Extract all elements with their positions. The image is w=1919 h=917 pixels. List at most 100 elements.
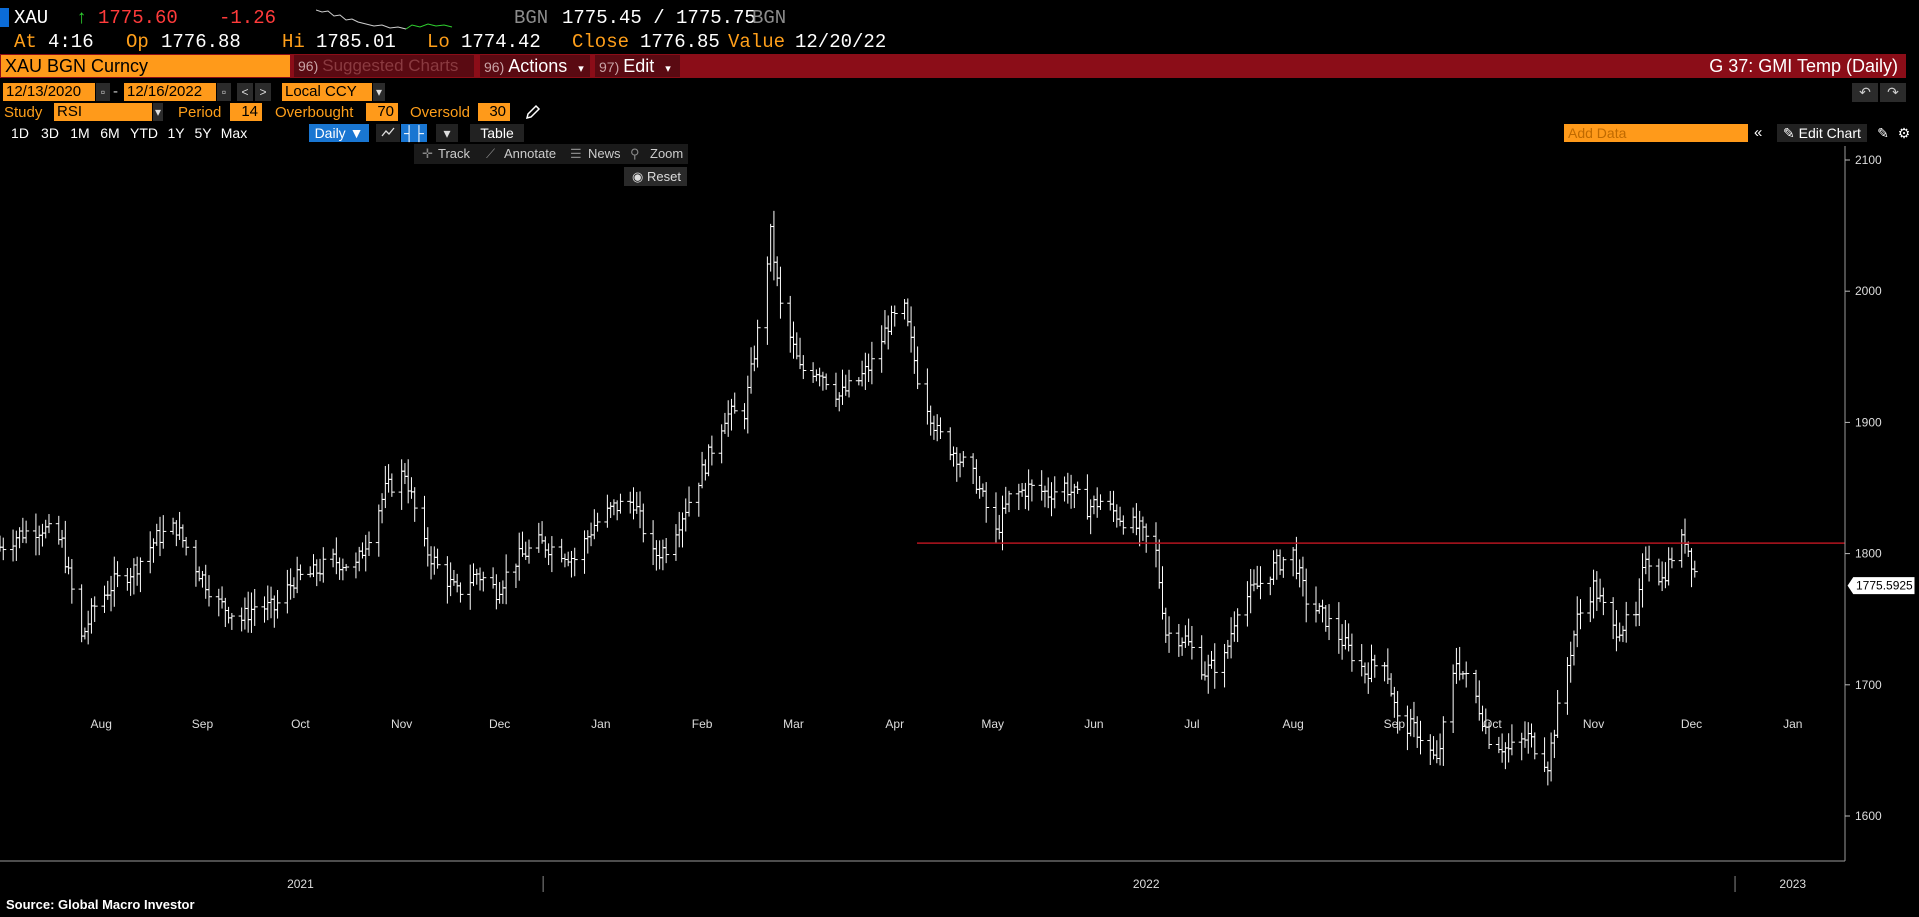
range-button-5y[interactable]: 5Y (194, 125, 212, 141)
news-button[interactable]: News (588, 146, 621, 161)
ohlc-bar (1061, 476, 1068, 502)
pencil-icon[interactable] (524, 103, 542, 121)
ohlc-bar (1616, 622, 1623, 642)
range-button-1m[interactable]: 1M (70, 125, 90, 141)
ohlc-bar (542, 536, 549, 558)
next-period-icon[interactable]: > (255, 83, 271, 101)
ohlc-bar (1228, 617, 1235, 659)
range-button-6m[interactable]: 6M (100, 125, 120, 141)
chevron-down-icon[interactable]: ▾ (373, 83, 385, 101)
annotate-button[interactable]: Annotate (504, 146, 557, 161)
ohlc-bar (1495, 736, 1502, 754)
undo-icon[interactable]: ↶ (1852, 83, 1878, 102)
ohlc-bar (134, 556, 141, 586)
start-date-field[interactable]: 12/13/2020 (3, 83, 95, 101)
edit-menu-button[interactable]: 97) Edit ▾ (595, 55, 680, 77)
period-field[interactable]: 14 (230, 103, 262, 121)
ohlc-bar (32, 513, 39, 556)
bar-chart-icon[interactable]: ┤├ (401, 124, 427, 142)
close-value: 1776.85 (640, 31, 720, 53)
ohlc-bar (1554, 690, 1561, 738)
ohlc-bar (1025, 469, 1032, 511)
ohlc-bar (88, 598, 95, 634)
reset-button[interactable]: ◉ Reset (624, 167, 687, 186)
edit-chart-button[interactable]: ✎ Edit Chart (1777, 124, 1867, 142)
ohlc-bar (1410, 701, 1417, 738)
currency-select[interactable]: Local CCY (282, 83, 372, 101)
last-price-label: 1775.5925 (1856, 579, 1913, 593)
ohlc-bar (584, 530, 591, 554)
chevron-down-icon[interactable]: ▾ (153, 103, 163, 121)
ohlc-bar (127, 567, 134, 596)
add-data-input[interactable]: Add Data (1564, 124, 1748, 142)
x-tick-label: May (981, 717, 1004, 731)
ohlc-bar (0, 535, 3, 552)
ohlc-bar (842, 374, 849, 396)
ohlc-bar (996, 514, 1003, 540)
gear-icon[interactable]: ⚙ (1897, 125, 1911, 141)
draw-tool-icon[interactable]: ✎ (1877, 125, 1889, 141)
zoom-button[interactable]: Zoom (650, 146, 684, 161)
overbought-field[interactable]: 70 (366, 103, 398, 121)
ohlc-bar (787, 295, 794, 353)
oversold-field[interactable]: 30 (478, 103, 510, 121)
calendar-icon[interactable]: ▫ (96, 83, 110, 101)
ohlc-bar (467, 564, 474, 610)
ohlc-bar (428, 546, 435, 580)
high-label: Hi (282, 31, 305, 53)
range-button-ytd[interactable]: YTD (130, 125, 158, 141)
calendar-icon[interactable]: ▫ (217, 83, 231, 101)
range-toolbar: 1D 3D 1M 6M YTD 1Y 5Y Max Daily ▼ ┤├ ▾ Table Ad… (0, 123, 1919, 143)
x-tick-label: Jun (1084, 717, 1103, 731)
frequency-select[interactable]: Daily ▼ (309, 124, 369, 142)
ohlc-bar (1084, 474, 1091, 520)
ohlc-bar (1414, 716, 1421, 748)
ohlc-bar (744, 375, 751, 434)
range-button-1d[interactable]: 1D (11, 125, 29, 141)
study-select[interactable]: RSI (54, 103, 152, 121)
table-button[interactable]: Table (470, 124, 524, 142)
ohlc-bar (725, 400, 732, 437)
range-button-max[interactable]: Max (220, 125, 248, 141)
ohlc-bar (1270, 550, 1277, 585)
ohlc-bar (493, 574, 500, 610)
price-chart[interactable]: 1600 1700 1800 1900 2000 2100 Aug Sep Oct Nov Dec J… (0, 144, 1919, 896)
ohlc-bar (1681, 518, 1688, 554)
ohlc-bar (1182, 625, 1189, 648)
x-tick-label: Nov (1583, 717, 1604, 731)
ohlc-bar (548, 536, 555, 573)
ohlc-bar (1201, 661, 1208, 681)
redo-icon[interactable]: ↷ (1880, 83, 1906, 102)
chevron-down-icon[interactable]: ▾ (436, 124, 458, 142)
ohlc-bar (610, 499, 617, 516)
ohlc-bar (382, 465, 389, 509)
end-date-field[interactable]: 12/16/2022 (124, 83, 216, 101)
at-label: At (14, 31, 37, 53)
ohlc-bar (1499, 733, 1506, 763)
ohlc-bar (1427, 734, 1434, 766)
range-button-3d[interactable]: 3D (41, 125, 59, 141)
caret-down-icon: ▾ (665, 63, 671, 75)
actions-menu-button[interactable]: 96) Actions ▾ (480, 55, 590, 77)
ohlc-bar (39, 523, 46, 547)
ohlc-bar (1665, 547, 1672, 586)
overbought-label: Overbought (275, 104, 354, 121)
ohlc-bar (1551, 729, 1558, 759)
edit-label: Edit (623, 56, 655, 76)
range-button-1y[interactable]: 1Y (167, 125, 185, 141)
ohlc-bar (914, 346, 921, 390)
ohlc-bar (1371, 654, 1378, 678)
ohlc-bar (238, 607, 245, 632)
ohlc-bar (950, 446, 957, 467)
security-field[interactable]: XAU BGN Curncy (1, 55, 290, 77)
track-button[interactable]: Track (438, 146, 471, 161)
y-tick-label: 1900 (1855, 415, 1882, 429)
prev-period-icon[interactable]: < (237, 83, 253, 101)
ohlc-bar (813, 369, 820, 382)
ohlc-bar (124, 568, 131, 591)
double-chevron-left-icon[interactable]: « (1754, 124, 1763, 141)
suggested-charts-button[interactable]: 96) Suggested Charts (294, 55, 474, 77)
line-chart-icon[interactable] (376, 124, 400, 142)
ohlc-bar (1619, 625, 1626, 643)
ohlc-bar (101, 585, 108, 613)
